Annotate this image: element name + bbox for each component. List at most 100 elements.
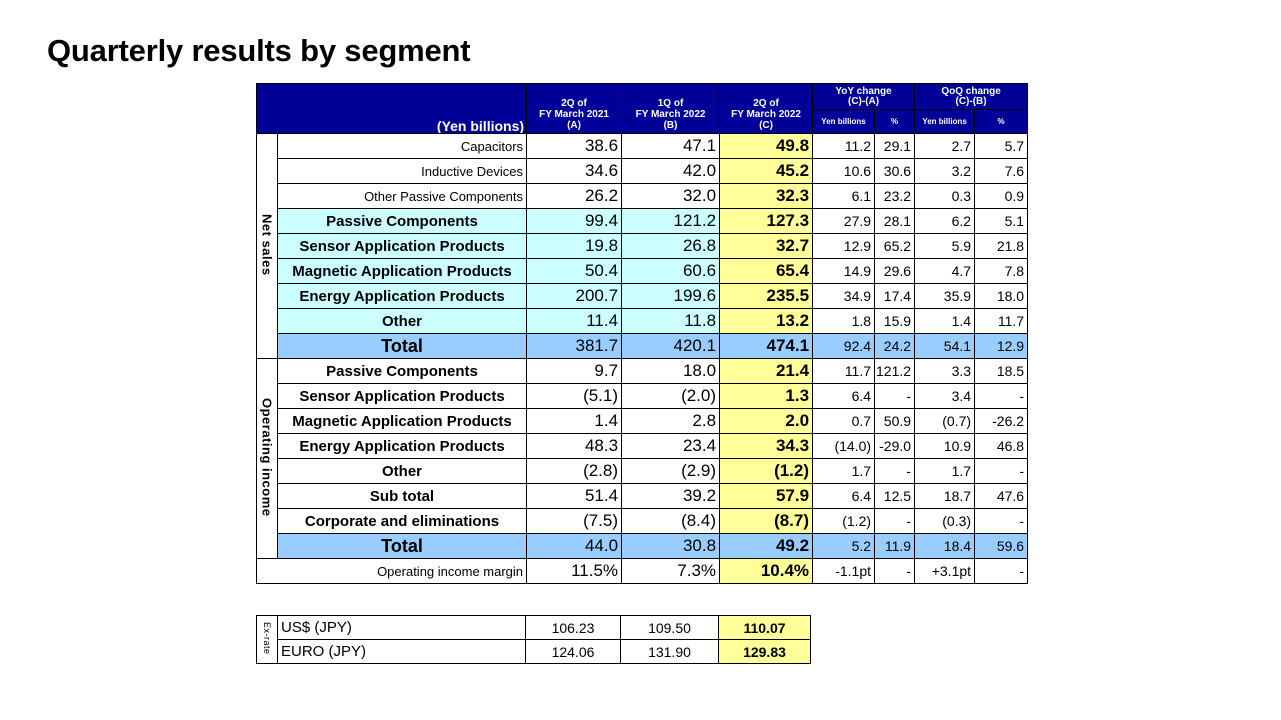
- cell-yoy-pct: 121.2: [874, 358, 916, 384]
- cell-yoy-pct: 12.5: [874, 483, 916, 509]
- cell-qoq-pct: 47.6: [974, 483, 1029, 509]
- section-label-text: Net sales: [259, 213, 275, 276]
- cell-c: 235.5: [719, 283, 814, 309]
- cell-c: 45.2: [719, 158, 814, 184]
- cell-qoq-yen: 18.4: [914, 533, 976, 559]
- cell-qoq-yen: 10.9: [914, 433, 976, 459]
- cell-a: 38.6: [526, 133, 623, 159]
- cell-yoy-pct: -: [874, 383, 916, 409]
- cell-c: 49.8: [719, 133, 814, 159]
- cell-yoy-pct: -29.0: [874, 433, 916, 459]
- cell-b: 47.1: [621, 133, 721, 159]
- cell-b: 30.8: [621, 533, 721, 559]
- cell-qoq-yen: 18.7: [914, 483, 976, 509]
- cell-b: 32.0: [621, 183, 721, 209]
- cell-yoy-pct: 30.6: [874, 158, 916, 184]
- cell-yoy-pct: -: [874, 558, 916, 584]
- ex-rate-row: EURO (JPY) 124.06 131.90 129.83: [257, 639, 811, 664]
- section-label-text: Operating income: [259, 397, 275, 517]
- cell-qoq-yen: +3.1pt: [914, 558, 976, 584]
- cell-b: 420.1: [621, 333, 721, 359]
- qoq-header: QoQ change (C)-(B): [914, 83, 1029, 110]
- cell-qoq-pct: 21.8: [974, 233, 1029, 259]
- table-row: Magnetic Application Products 1.4 2.8 2.0 0.…: [257, 408, 1029, 434]
- cell-qoq-yen: 0.3: [914, 183, 976, 209]
- cell-c: 57.9: [719, 483, 814, 509]
- cell-b: 199.6: [621, 283, 721, 309]
- yoy-pct-header: %: [874, 109, 916, 134]
- row-label: Energy Application Products: [276, 283, 528, 309]
- row-label: Inductive Devices: [286, 158, 528, 184]
- cell-c: 1.3: [719, 383, 814, 409]
- cell-yoy-pct: 29.1: [874, 133, 916, 159]
- cell-qoq-pct: 12.9: [974, 333, 1029, 359]
- cell-qoq-yen: 4.7: [914, 258, 976, 284]
- cell-a: (2.8): [526, 458, 623, 484]
- cell-b: (2.9): [621, 458, 721, 484]
- cell-a: 106.23: [525, 615, 621, 640]
- cell-a: 50.4: [526, 258, 623, 284]
- cell-a: 11.5%: [526, 558, 623, 584]
- cell-yoy-yen: 1.8: [812, 308, 876, 334]
- row-label: Sensor Application Products: [276, 233, 528, 259]
- row-label: Sub total: [276, 483, 528, 509]
- table-row: Magnetic Application Products 50.4 60.6 65.…: [257, 258, 1029, 284]
- row-label: Capacitors: [286, 133, 528, 159]
- cell-qoq-yen: 3.2: [914, 158, 976, 184]
- cell-a: 19.8: [526, 233, 623, 259]
- table-row: Sensor Application Products (5.1) (2.0) 1.3…: [257, 383, 1029, 409]
- cell-b: 7.3%: [621, 558, 721, 584]
- table-row: Sensor Application Products 19.8 26.8 32.7 1…: [257, 233, 1029, 259]
- cell-qoq-pct: -: [974, 508, 1029, 534]
- cell-c: 10.4%: [719, 558, 814, 584]
- cell-yoy-yen: 12.9: [812, 233, 876, 259]
- cell-qoq-pct: -: [974, 383, 1029, 409]
- cell-qoq-yen: 1.7: [914, 458, 976, 484]
- row-label: Magnetic Application Products: [276, 408, 528, 434]
- indent-cell: [277, 183, 287, 209]
- cell-qoq-pct: 7.6: [974, 158, 1029, 184]
- row-label: Passive Components: [276, 358, 528, 384]
- cell-qoq-pct: 7.8: [974, 258, 1029, 284]
- operating-income-section-label: Operating income: [256, 358, 278, 559]
- cell-yoy-pct: 50.9: [874, 408, 916, 434]
- cell-a: 51.4: [526, 483, 623, 509]
- cell-b: 109.50: [620, 615, 719, 640]
- cell-yoy-yen: 92.4: [812, 333, 876, 359]
- row-label: Other: [276, 308, 528, 334]
- cell-yoy-pct: 65.2: [874, 233, 916, 259]
- row-label: Other: [276, 458, 528, 484]
- cell-yoy-yen: (14.0): [812, 433, 876, 459]
- cell-a: 44.0: [526, 533, 623, 559]
- cell-qoq-pct: 5.7: [974, 133, 1029, 159]
- row-label: US$ (JPY): [277, 615, 526, 640]
- table-row: Total 44.0 30.8 49.2 5.2 11.9 18.4 59.6: [257, 533, 1029, 559]
- cell-c: 65.4: [719, 258, 814, 284]
- table-row: Energy Application Products 200.7 199.6 235…: [257, 283, 1029, 309]
- table-row: Other Passive Components 26.2 32.0 32.3 6.1 2…: [257, 183, 1029, 209]
- cell-b: 26.8: [621, 233, 721, 259]
- cell-b: 42.0: [621, 158, 721, 184]
- table-row: Other (2.8) (2.9) (1.2) 1.7-1.7-: [257, 458, 1029, 484]
- cell-a: 124.06: [525, 639, 621, 664]
- cell-yoy-yen: 6.4: [812, 383, 876, 409]
- cell-c: 127.3: [719, 208, 814, 234]
- col-header-c: 2Q of FY March 2022 (C): [719, 83, 814, 134]
- cell-b: 131.90: [620, 639, 719, 664]
- cell-a: 99.4: [526, 208, 623, 234]
- cell-qoq-yen: 35.9: [914, 283, 976, 309]
- cell-c: 110.07: [718, 615, 811, 640]
- cell-qoq-pct: 5.1: [974, 208, 1029, 234]
- row-label: Total: [276, 333, 528, 359]
- cell-c: 21.4: [719, 358, 814, 384]
- cell-c: (8.7): [719, 508, 814, 534]
- yoy-yen-header: Yen billions: [812, 109, 876, 134]
- cell-a: (7.5): [526, 508, 623, 534]
- cell-qoq-yen: 54.1: [914, 333, 976, 359]
- cell-b: 2.8: [621, 408, 721, 434]
- cell-yoy-yen: (1.2): [812, 508, 876, 534]
- cell-yoy-pct: -: [874, 458, 916, 484]
- cell-c: 49.2: [719, 533, 814, 559]
- cell-qoq-yen: (0.7): [914, 408, 976, 434]
- row-label: Total: [276, 533, 528, 559]
